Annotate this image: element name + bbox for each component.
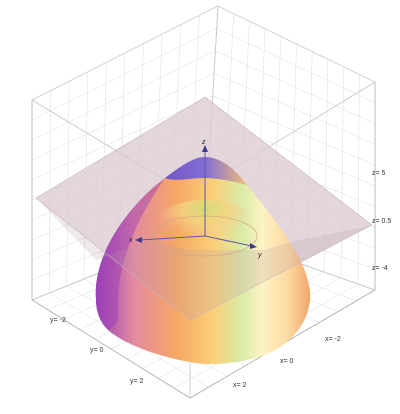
surface-top-tint bbox=[165, 157, 247, 185]
z-axis-label: z bbox=[201, 139, 206, 146]
edge-bottom-front bbox=[31, 289, 376, 399]
y-tick-neg2: y= -2 bbox=[50, 317, 66, 324]
surface-left-shade bbox=[95, 178, 165, 330]
tick-labels: z= 5 z= 0.5 z= -4 y= -2 y= 0 y= 2 x= -2 … bbox=[50, 170, 391, 389]
plane-z-front bbox=[35, 96, 373, 321]
x-axis-arrow bbox=[135, 237, 142, 243]
z-axis-arrow bbox=[202, 145, 208, 152]
y-axis-line bbox=[204, 235, 253, 247]
z-tick-0-5: z= 0.5 bbox=[372, 218, 391, 225]
back-right-wall-grid-v-8 bbox=[340, 66, 344, 279]
center-axes: z x y bbox=[128, 139, 262, 259]
y-tick-2: y= 2 bbox=[130, 378, 144, 385]
y-axis-arrow bbox=[250, 243, 257, 249]
z-tick-neg4: z= -4 bbox=[372, 265, 388, 272]
back-right-wall-grid-v-9 bbox=[357, 74, 360, 285]
x-tick-0: x= 0 bbox=[280, 358, 294, 365]
y-tick-0: y= 0 bbox=[90, 347, 104, 354]
surface-body bbox=[95, 157, 311, 365]
plane-edge bbox=[35, 96, 373, 321]
y-axis-label: y bbox=[257, 252, 262, 259]
x-tick-2: x= 2 bbox=[233, 382, 247, 389]
plane-fill-front bbox=[36, 198, 372, 320]
x-tick-neg2: x= -2 bbox=[325, 336, 341, 343]
x-axis-label: x bbox=[128, 237, 133, 244]
z-tick-5: z= 5 bbox=[372, 170, 386, 177]
x-axis-line bbox=[139, 235, 206, 241]
